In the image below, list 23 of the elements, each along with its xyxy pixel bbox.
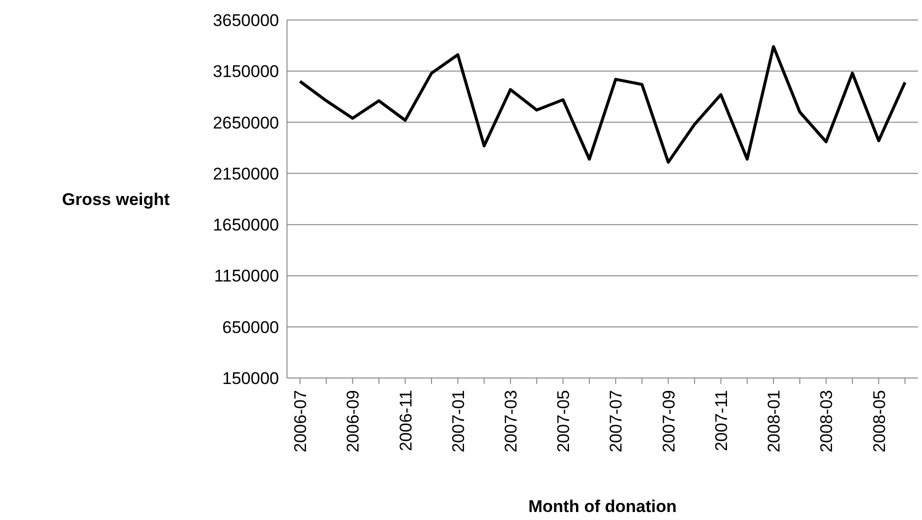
- y-tick-label: 650000: [222, 318, 279, 337]
- x-tick-label: 2007-05: [554, 390, 574, 452]
- x-tick-label: 2008-01: [764, 390, 784, 452]
- x-tick-label: 2007-07: [606, 390, 626, 452]
- y-tick-label: 1650000: [212, 216, 279, 235]
- y-tick-label: 2150000: [212, 164, 279, 184]
- y-tick-label: 2650000: [212, 113, 279, 132]
- x-axis-title: Month of donation: [528, 497, 677, 516]
- y-tick-label: 150000: [222, 369, 279, 388]
- y-tick-label: 3650000: [212, 11, 279, 30]
- x-tick-label: 2008-03: [817, 390, 836, 452]
- line-series: [298, 45, 906, 164]
- x-tick-label: 2007-03: [502, 390, 521, 452]
- x-tick-label: 2008-05: [870, 390, 889, 452]
- x-tick-label: 2007-09: [659, 390, 678, 452]
- x-tick-label: 2007-11: [712, 390, 731, 452]
- y-axis-title: Gross weight: [62, 190, 170, 210]
- x-tick-label: 2006-09: [344, 390, 363, 452]
- y-tick-label: 1150000: [214, 266, 279, 286]
- x-tick-label: 2006-07: [291, 390, 310, 452]
- x-tick-label: 2006-11: [396, 390, 416, 452]
- x-tick-label: 2007-01: [448, 390, 468, 452]
- y-tick-label: 3150000: [212, 62, 279, 82]
